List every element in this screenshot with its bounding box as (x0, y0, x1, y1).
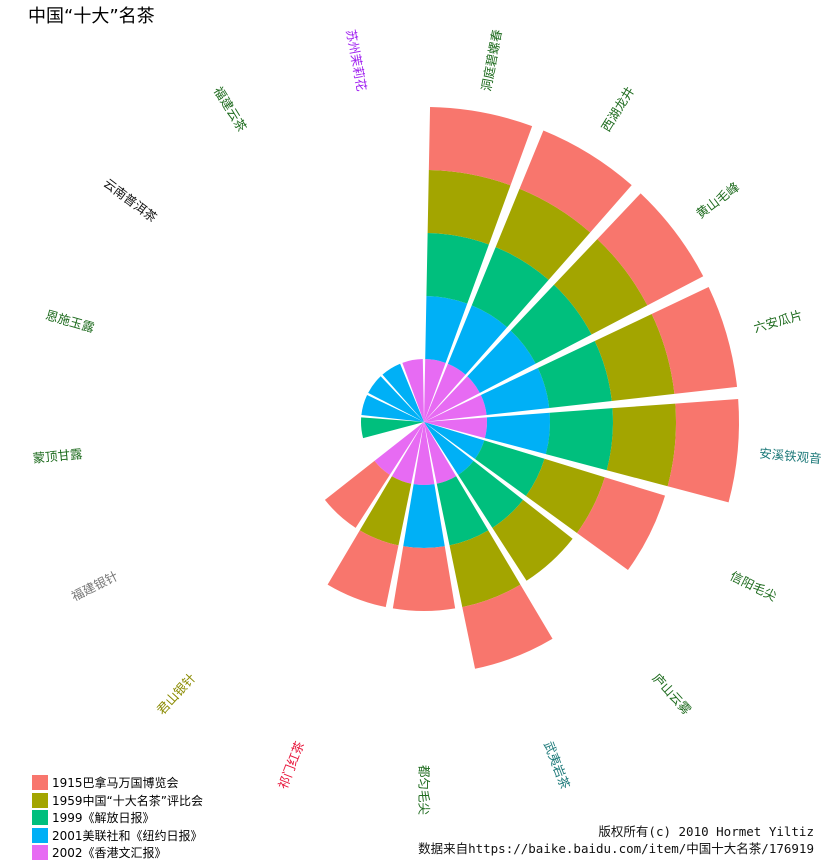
bar-segment (484, 412, 551, 455)
legend-swatch (32, 845, 48, 861)
legend-item: 1999《解放日报》 (32, 809, 203, 827)
bar-segment (391, 422, 424, 484)
category-label: 六安瓜片 (752, 307, 804, 335)
bar-segment (361, 395, 424, 422)
bar-segment (374, 422, 424, 475)
bar-segment (402, 359, 424, 422)
category-label: 苏州茉莉花 (343, 28, 369, 92)
legend-label: 1915巴拿马万国博览会 (52, 776, 179, 791)
bar-segment (427, 170, 511, 245)
bar-segment (424, 422, 457, 484)
bar-segment (510, 284, 592, 364)
legend-label: 2001美联社和《纽约日报》 (52, 828, 203, 843)
bar-segment (324, 460, 390, 528)
bar-segment (424, 359, 446, 422)
bar-segment (471, 247, 549, 328)
legend-label: 2002《香港文汇报》 (52, 846, 167, 861)
bar-segment (576, 477, 666, 570)
legend-swatch (32, 775, 48, 791)
bar-segment (474, 440, 545, 496)
bar-segment (525, 458, 605, 533)
bar-segment (447, 305, 508, 375)
category-label: 蒙顶甘露 (32, 446, 84, 466)
category-label: 君山银针 (154, 670, 199, 717)
bar-segment (382, 363, 424, 422)
legend-item: 1959中国“十大名茶”评比会 (32, 792, 203, 810)
bar-segment (425, 296, 468, 363)
legend-item: 2001美联社和《纽约日报》 (32, 827, 203, 845)
bar-segment (492, 499, 573, 581)
legend-swatch (32, 810, 48, 826)
bar-segment (449, 530, 521, 608)
bar-segment (594, 314, 675, 401)
bar-segment (424, 417, 488, 439)
bar-segment (553, 239, 648, 335)
bar-segment (413, 422, 435, 485)
bar-segment (606, 403, 677, 487)
bar-segment (495, 188, 591, 280)
legend-item: 1915巴拿马万国博览会 (32, 774, 203, 792)
legend-label: 1999《解放日报》 (52, 811, 155, 826)
bar-segment (359, 476, 412, 546)
category-label: 都匀毛尖 (417, 765, 432, 815)
bar-segment (424, 422, 474, 475)
bar-segment (462, 584, 553, 669)
bar-segment (424, 395, 487, 422)
category-label: 洞庭碧螺春 (479, 28, 505, 93)
bar-segment (392, 546, 456, 611)
category-label: 福建云茶 (211, 84, 250, 135)
bar-segment (424, 376, 480, 422)
category-label: 黄山毛峰 (693, 179, 742, 221)
bar-segment (361, 417, 424, 439)
category-label: 祁门红茶 (275, 739, 307, 792)
bar-segment (545, 408, 613, 471)
bar-segment (426, 233, 489, 304)
category-label: 福建银针 (69, 568, 120, 604)
bar-segment (537, 341, 612, 408)
legend-swatch (32, 827, 48, 843)
copyright-text: 版权所有(c) 2010 Hormet Yiltiz (598, 824, 814, 839)
bar-segment (480, 368, 550, 415)
source-text: 数据来自https://baike.baidu.com/item/中国十大名茶/… (418, 841, 814, 856)
legend-swatch (32, 792, 48, 808)
category-label: 武夷岩茶 (541, 739, 573, 792)
category-label: 西湖龙井 (598, 84, 637, 134)
bar-segment (667, 398, 740, 503)
bar-segment (519, 130, 632, 233)
bar-segment (651, 287, 738, 394)
category-label: 庐山云雾 (650, 670, 695, 717)
bar-segment (327, 530, 399, 608)
category-label: 安溪铁观音 (759, 446, 823, 467)
bar-segment (424, 363, 466, 422)
category-label: 恩施玉露 (44, 307, 97, 335)
bar-segment (368, 376, 424, 422)
bar-segment (428, 107, 533, 186)
chart-title: 中国“十大”名茶 (28, 6, 155, 27)
bar-segment (403, 484, 445, 549)
caption: 版权所有(c) 2010 Hormet Yiltiz 数据来自https://b… (418, 823, 814, 857)
legend: 1915巴拿马万国博览会 1959中国“十大名茶”评比会 1999《解放日报》 200… (32, 774, 203, 862)
bar-segment (424, 422, 485, 459)
category-label: 云南普洱茶 (101, 175, 160, 225)
category-label: 信阳毛尖 (728, 568, 779, 604)
legend-item: 2002《香港文汇报》 (32, 844, 203, 862)
bar-segment (458, 460, 524, 528)
bar-segment (436, 476, 489, 546)
bar-segment (467, 330, 536, 393)
legend-label: 1959中国“十大名茶”评比会 (52, 793, 203, 808)
bar-segment (597, 193, 704, 306)
